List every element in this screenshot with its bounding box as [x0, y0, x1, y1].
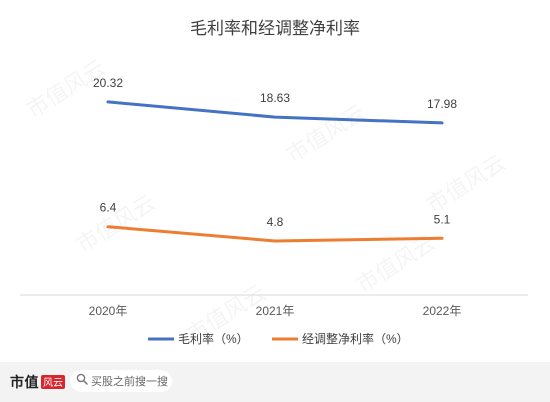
legend-label-0: 毛利率（%）	[178, 331, 249, 346]
data-label-1-0: 6.4	[100, 201, 117, 215]
series-layer: 20.32 18.63 17.98 6.4 4.8 5.1	[93, 76, 457, 243]
data-label-1-1: 4.8	[267, 215, 284, 229]
search-icon	[76, 372, 88, 390]
search-label: 买股之前搜一搜	[91, 376, 168, 388]
chart-title: 毛利率和经调整净利率	[190, 19, 360, 38]
watermark-text: 市值风云	[282, 100, 370, 168]
brand-logo[interactable]: 市值 风云	[10, 371, 67, 393]
brand-logo-mark: 风云	[41, 374, 67, 390]
watermark-text: 市值风云	[422, 150, 510, 218]
data-label-0-2: 17.98	[427, 97, 457, 111]
x-tick-label: 2022年	[423, 304, 462, 318]
data-label-0-1: 18.63	[260, 91, 290, 105]
data-label-1-2: 5.1	[434, 212, 451, 226]
data-label-0-0: 20.32	[93, 76, 123, 90]
legend-label-1: 经调整净利率（%）	[302, 331, 409, 346]
legend: 毛利率（%） 经调整净利率（%）	[148, 331, 409, 346]
footer-bar: 市值 风云 买股之前搜一搜	[0, 362, 550, 402]
brand-text: 市值	[10, 375, 39, 391]
x-tick-label: 2021年	[256, 304, 295, 318]
x-tick-label: 2020年	[89, 304, 128, 318]
chart-card: 市值风云 市值风云 市值风云 市值风云 市值风云 市值风云 毛利率和经调整净利率 20.3…	[20, 19, 528, 348]
svg-text:风云: 风云	[43, 377, 63, 389]
search-box[interactable]: 买股之前搜一搜	[70, 370, 172, 392]
x-tick-labels: 2020年 2021年 2022年	[89, 304, 462, 318]
